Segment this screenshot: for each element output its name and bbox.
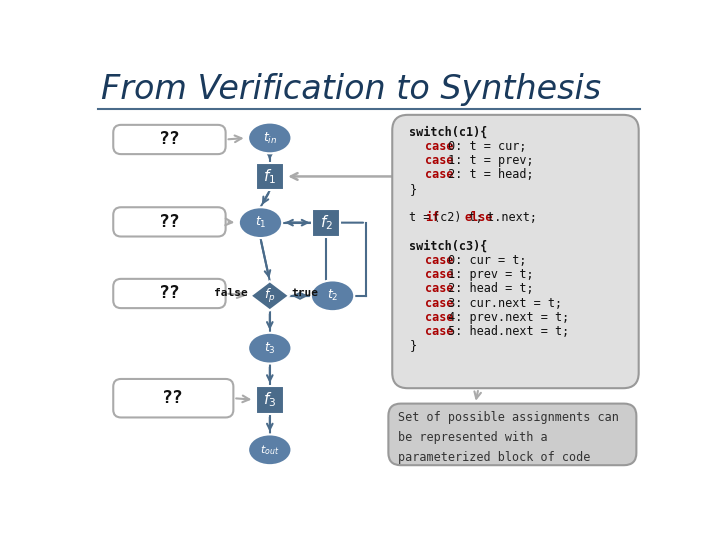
- Text: case: case: [425, 311, 454, 324]
- Text: ??: ??: [158, 213, 180, 231]
- Text: false: false: [215, 288, 248, 298]
- Ellipse shape: [311, 280, 354, 311]
- Bar: [256, 386, 284, 414]
- Bar: [256, 163, 284, 190]
- Ellipse shape: [248, 434, 292, 465]
- Text: 0: cur = t;: 0: cur = t;: [441, 254, 526, 267]
- Text: From Verification to Synthesis: From Verification to Synthesis: [101, 72, 601, 105]
- Text: 1: prev = t;: 1: prev = t;: [441, 268, 534, 281]
- Text: $f_1$: $f_1$: [264, 167, 276, 186]
- Text: case: case: [425, 325, 454, 338]
- FancyBboxPatch shape: [392, 115, 639, 388]
- Text: case: case: [425, 254, 454, 267]
- Text: case: case: [425, 268, 454, 281]
- Text: case: case: [425, 140, 454, 153]
- Text: if: if: [425, 211, 439, 224]
- Text: 2: t = head;: 2: t = head;: [441, 168, 534, 181]
- Ellipse shape: [239, 207, 282, 238]
- Text: switch(c1){: switch(c1){: [409, 126, 487, 139]
- Text: case: case: [425, 168, 454, 181]
- FancyBboxPatch shape: [388, 403, 636, 465]
- FancyBboxPatch shape: [113, 379, 233, 417]
- Text: }: }: [409, 183, 416, 195]
- Text: ??: ??: [158, 285, 180, 302]
- Bar: [312, 209, 341, 237]
- Ellipse shape: [248, 333, 292, 363]
- Text: 4: prev.next = t;: 4: prev.next = t;: [441, 311, 570, 324]
- FancyBboxPatch shape: [113, 279, 225, 308]
- Text: 3: cur.next = t;: 3: cur.next = t;: [441, 296, 562, 309]
- Text: $t_{out}$: $t_{out}$: [260, 443, 279, 457]
- Text: $f_2$: $f_2$: [320, 213, 333, 232]
- Text: t.next;: t.next;: [480, 211, 537, 224]
- Text: }: }: [409, 339, 416, 352]
- Ellipse shape: [248, 123, 292, 153]
- Text: t =: t =: [409, 211, 438, 224]
- Text: $t_3$: $t_3$: [264, 341, 276, 356]
- Text: true: true: [292, 288, 318, 298]
- Text: 5: head.next = t;: 5: head.next = t;: [441, 325, 570, 338]
- Text: $t_1$: $t_1$: [255, 215, 266, 230]
- Text: case: case: [425, 282, 454, 295]
- Text: 0: t = cur;: 0: t = cur;: [441, 140, 526, 153]
- Text: ??: ??: [158, 131, 180, 149]
- Text: case: case: [425, 154, 454, 167]
- Text: $t_2$: $t_2$: [327, 288, 338, 303]
- Text: ??: ??: [163, 389, 184, 407]
- Text: switch(c3){: switch(c3){: [409, 240, 487, 253]
- Text: $f_p$: $f_p$: [264, 287, 276, 305]
- Text: (c2) t;: (c2) t;: [433, 211, 490, 224]
- Text: $f_3$: $f_3$: [264, 390, 276, 409]
- Text: else: else: [464, 211, 493, 224]
- Text: $t_{in}$: $t_{in}$: [263, 130, 277, 145]
- Text: Set of possible assignments can
be represented with a
parameterized block of cod: Set of possible assignments can be repre…: [397, 411, 618, 464]
- FancyBboxPatch shape: [113, 125, 225, 154]
- Text: 2: head = t;: 2: head = t;: [441, 282, 534, 295]
- FancyBboxPatch shape: [113, 207, 225, 237]
- Polygon shape: [251, 281, 289, 310]
- Text: case: case: [425, 296, 454, 309]
- Text: 1: t = prev;: 1: t = prev;: [441, 154, 534, 167]
